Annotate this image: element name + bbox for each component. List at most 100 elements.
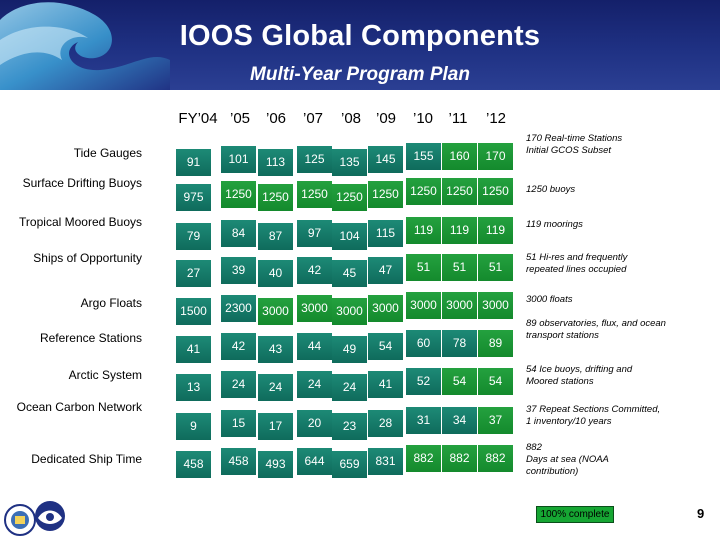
row-label: Ocean Carbon Network: [16, 400, 142, 414]
agency-logos-icon: [4, 501, 65, 536]
value-cell: 24: [221, 371, 256, 398]
value-cell: 78: [442, 330, 477, 357]
row-note: 89 observatories, flux, and ocean transp…: [526, 318, 666, 341]
year-label: ’10: [412, 110, 434, 127]
value-cell: 1250: [332, 184, 367, 211]
year-label: ’11: [448, 110, 468, 127]
value-cell: 47: [368, 257, 403, 284]
value-cell: 23: [332, 413, 367, 440]
value-cell: 659: [332, 451, 367, 478]
row-label: Reference Stations: [39, 331, 142, 345]
value-cell: 54: [478, 368, 513, 395]
value-cell: 3000: [332, 298, 367, 325]
value-cell: 3000: [258, 298, 293, 325]
value-cell: 87: [258, 223, 293, 250]
header-banner: IOOS Global Components Multi-Year Progra…: [0, 0, 720, 90]
value-cell: 1250: [297, 181, 332, 208]
row-note: 51 Hi-res and frequently repeated lines …: [526, 252, 628, 275]
year-label: ’12: [485, 110, 507, 127]
value-cell: 24: [297, 371, 332, 398]
value-cell: 119: [406, 217, 441, 244]
value-cell: 882: [478, 445, 513, 472]
row-label: Tropical Moored Buoys: [19, 215, 142, 229]
value-cell: 37: [478, 407, 513, 434]
value-cell: 104: [332, 223, 367, 250]
value-cell: 54: [442, 368, 477, 395]
value-cell: 79: [176, 223, 211, 250]
year-label: ’06: [265, 110, 287, 127]
value-cell: 54: [368, 333, 403, 360]
value-cell: 882: [406, 445, 441, 472]
value-cell: 24: [332, 374, 367, 401]
value-cell: 119: [478, 217, 513, 244]
value-cell: 831: [368, 448, 403, 475]
year-label: ’08: [340, 110, 362, 127]
value-cell: 41: [368, 371, 403, 398]
value-cell: 27: [176, 260, 211, 287]
value-cell: 1250: [368, 181, 403, 208]
value-cell: 60: [406, 330, 441, 357]
value-cell: 40: [258, 260, 293, 287]
value-cell: 1500: [176, 298, 211, 325]
value-cell: 51: [406, 254, 441, 281]
value-cell: 644: [297, 448, 332, 475]
value-cell: 24: [258, 374, 293, 401]
value-cell: 115: [368, 220, 403, 247]
value-cell: 3000: [368, 295, 403, 322]
value-cell: 20: [297, 410, 332, 437]
value-cell: 1250: [478, 178, 513, 205]
value-cell: 975: [176, 184, 211, 211]
page-title: IOOS Global Components: [179, 20, 541, 52]
value-cell: 51: [442, 254, 477, 281]
value-cell: 119: [442, 217, 477, 244]
value-cell: 458: [176, 451, 211, 478]
value-cell: 42: [221, 333, 256, 360]
value-cell: 125: [297, 146, 332, 173]
value-cell: 89: [478, 330, 513, 357]
row-note: 1250 buoys: [526, 184, 576, 195]
value-cell: 135: [332, 149, 367, 176]
value-cell: 2300: [221, 295, 256, 322]
value-cell: 458: [221, 448, 256, 475]
value-cell: 113: [258, 149, 293, 176]
row-label: Argo Floats: [80, 296, 142, 310]
value-cell: 15: [221, 410, 256, 437]
row-label: Surface Drifting Buoys: [22, 176, 142, 190]
value-cell: 13: [176, 374, 211, 401]
page-subtitle: Multi-Year Program Plan: [250, 64, 470, 85]
year-label: FY’04: [178, 110, 218, 127]
value-cell: 39: [221, 257, 256, 284]
value-cell: 91: [176, 149, 211, 176]
row-label: Ships of Opportunity: [33, 251, 142, 265]
value-cell: 1250: [442, 178, 477, 205]
value-cell: 882: [442, 445, 477, 472]
row-note: 54 Ice buoys, drifting and Moored statio…: [526, 364, 633, 387]
value-cell: 28: [368, 410, 403, 437]
row-note: 3000 floats: [526, 294, 573, 305]
value-cell: 45: [332, 260, 367, 287]
value-cell: 3000: [442, 292, 477, 319]
value-cell: 51: [478, 254, 513, 281]
value-cell: 170: [478, 143, 513, 170]
value-cell: 49: [332, 336, 367, 363]
row-note: 882 Days at sea (NOAA contribution): [526, 442, 609, 477]
value-cell: 155: [406, 143, 441, 170]
value-cell: 160: [442, 143, 477, 170]
value-cell: 31: [406, 407, 441, 434]
row-label: Tide Gauges: [73, 146, 142, 160]
page-number: 9: [697, 506, 705, 521]
value-cell: 101: [221, 146, 256, 173]
value-cell: 43: [258, 336, 293, 363]
value-cell: 52: [406, 368, 441, 395]
value-cell: 44: [297, 333, 332, 360]
value-cell: 493: [258, 451, 293, 478]
value-cell: 1250: [406, 178, 441, 205]
value-cell: 1250: [258, 184, 293, 211]
value-cell: 41: [176, 336, 211, 363]
value-cell: 97: [297, 220, 332, 247]
value-cell: 34: [442, 407, 477, 434]
row-note: 37 Repeat Sections Committed, 1 inventor…: [526, 404, 661, 427]
row-note: 170 Real-time Stations Initial GCOS Subs…: [526, 133, 623, 156]
value-cell: 9: [176, 413, 211, 440]
wave-logo-icon: [0, 2, 170, 90]
